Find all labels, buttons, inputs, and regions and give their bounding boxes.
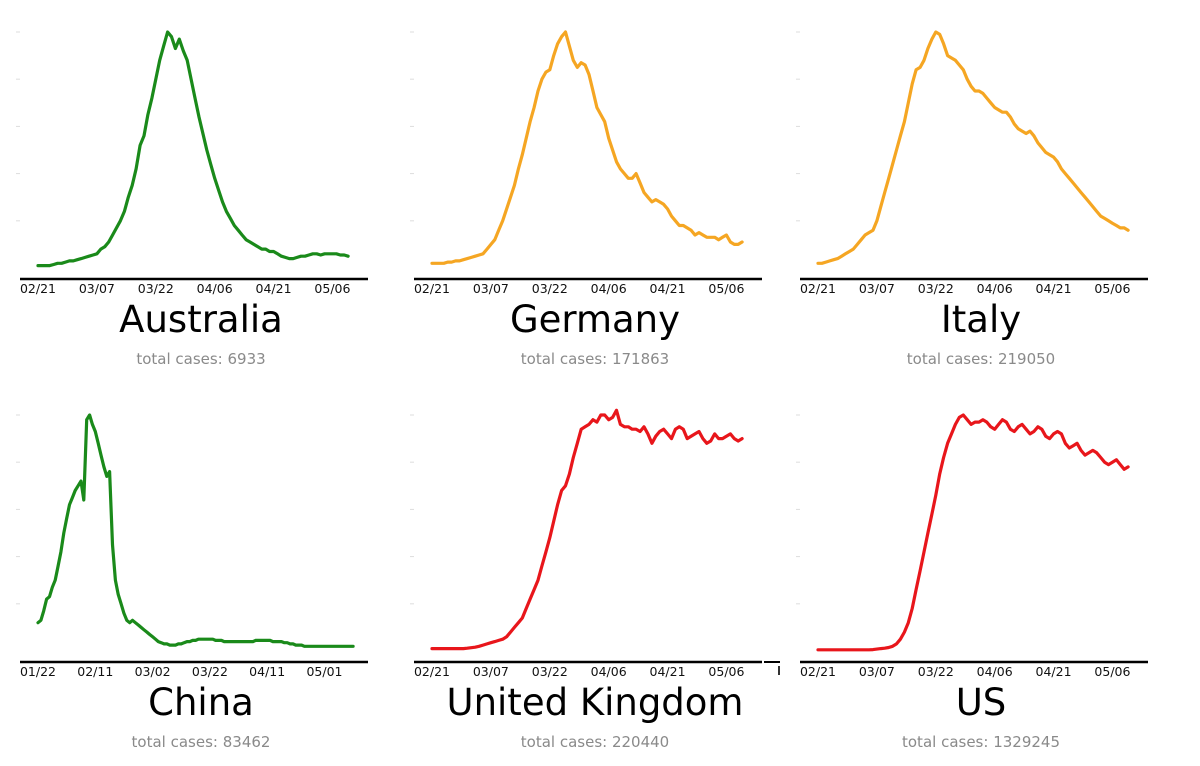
x-tick-label: 03/22	[138, 281, 174, 296]
x-tick-label: 03/07	[859, 281, 895, 296]
x-tick-label: 03/02	[135, 664, 171, 679]
x-tick-label: 03/07	[473, 664, 509, 679]
chart-title: Australia	[119, 298, 283, 341]
total-cases-label: total cases: 6933	[6, 350, 396, 368]
x-tick-label: 04/11	[249, 664, 285, 679]
chart-panel-united-kingdom: 02/21 03/07 03/22 04/06 04/21 05/06 United Ki…	[400, 389, 790, 764]
series-line	[430, 408, 744, 651]
x-tick-label: 05/06	[708, 664, 744, 679]
total-value: 6933	[227, 350, 266, 368]
chart-panel-china: 01/22 02/11 03/02 03/22 04/11 05/01 China tot…	[6, 389, 396, 764]
x-tick-label: 02/21	[414, 664, 450, 679]
x-tick-label: 04/21	[650, 664, 686, 679]
x-tick-label: 05/06	[314, 281, 350, 296]
series-line	[430, 30, 744, 265]
chart-title: United Kingdom	[446, 681, 744, 724]
x-tick-label: 04/21	[650, 281, 686, 296]
total-cases-label: total cases: 1329245	[786, 733, 1176, 751]
x-tick-label: 01/22	[20, 664, 56, 679]
x-tick-label: 03/22	[918, 281, 954, 296]
x-tick-label: 03/22	[192, 664, 228, 679]
series-line	[36, 30, 350, 268]
total-cases-label: total cases: 83462	[6, 733, 396, 751]
chart-svg: 01/22 02/11 03/02 03/22 04/11 05/01	[16, 413, 368, 679]
x-tick-label: 04/06	[591, 281, 627, 296]
total-cases-label: total cases: 220440	[400, 733, 790, 751]
chart-svg: 02/21 03/07 03/22 04/06 04/21 05/06	[410, 30, 762, 296]
x-tick-label: 03/22	[532, 664, 568, 679]
total-label: total cases:	[136, 350, 228, 368]
chart-panel-italy: 02/21 03/07 03/22 04/06 04/21 05/06 Italy tot…	[786, 6, 1176, 381]
chart-panel-us: 02/21 03/07 03/22 04/06 04/21 05/06 US total …	[786, 389, 1176, 764]
x-tick-label: 04/21	[1036, 281, 1072, 296]
x-tick-label: 04/21	[256, 281, 292, 296]
x-tick-label: 03/22	[532, 281, 568, 296]
chart-title: Italy	[940, 298, 1022, 341]
x-tick-label: 05/06	[1094, 281, 1130, 296]
series-line	[816, 413, 1130, 652]
x-tick-label: 02/21	[414, 281, 450, 296]
total-value: 1329245	[993, 733, 1060, 751]
x-tick-label: 04/06	[977, 281, 1013, 296]
crop-artifact-dash	[764, 661, 780, 663]
chart-svg: 02/21 03/07 03/22 04/06 04/21 05/06	[796, 30, 1148, 296]
total-label: total cases:	[131, 733, 223, 751]
total-value: 220440	[611, 733, 670, 751]
x-tick-label: 04/06	[977, 664, 1013, 679]
total-value: 83462	[222, 733, 271, 751]
total-label: total cases:	[520, 733, 612, 751]
x-tick-label: 02/21	[20, 281, 56, 296]
x-tick-label: 03/07	[473, 281, 509, 296]
x-tick-label: 05/06	[708, 281, 744, 296]
x-tick-label: 02/11	[77, 664, 113, 679]
x-tick-label: 04/06	[197, 281, 233, 296]
series-line	[36, 413, 355, 648]
x-tick-label: 03/07	[859, 664, 895, 679]
total-label: total cases:	[520, 350, 612, 368]
total-value: 219050	[997, 350, 1056, 368]
chart-svg: 02/21 03/07 03/22 04/06 04/21 05/06	[796, 413, 1148, 679]
total-label: total cases:	[906, 350, 998, 368]
x-tick-label: 03/07	[79, 281, 115, 296]
x-tick-label: 04/21	[1036, 664, 1072, 679]
x-tick-label: 05/06	[1094, 664, 1130, 679]
chart-title: Germany	[509, 298, 681, 341]
total-value: 171863	[611, 350, 670, 368]
total-label: total cases:	[902, 733, 994, 751]
total-cases-label: total cases: 171863	[400, 350, 790, 368]
x-tick-label: 05/01	[306, 664, 342, 679]
chart-svg: 02/21 03/07 03/22 04/06 04/21 05/06	[410, 408, 762, 679]
chart-svg: 02/21 03/07 03/22 04/06 04/21 05/06	[16, 30, 368, 296]
chart-title: China	[148, 681, 254, 724]
chart-panel-australia: 02/21 03/07 03/22 04/06 04/21 05/06 Australia…	[6, 6, 396, 381]
chart-title: US	[955, 681, 1007, 724]
x-tick-label: 04/06	[591, 664, 627, 679]
series-line	[816, 30, 1130, 265]
x-tick-label: 03/22	[918, 664, 954, 679]
total-cases-label: total cases: 219050	[786, 350, 1176, 368]
x-tick-label: 02/21	[800, 664, 836, 679]
chart-panel-germany: 02/21 03/07 03/22 04/06 04/21 05/06 Germany t…	[400, 6, 790, 381]
crop-artifact-tick	[778, 666, 780, 675]
x-tick-label: 02/21	[800, 281, 836, 296]
